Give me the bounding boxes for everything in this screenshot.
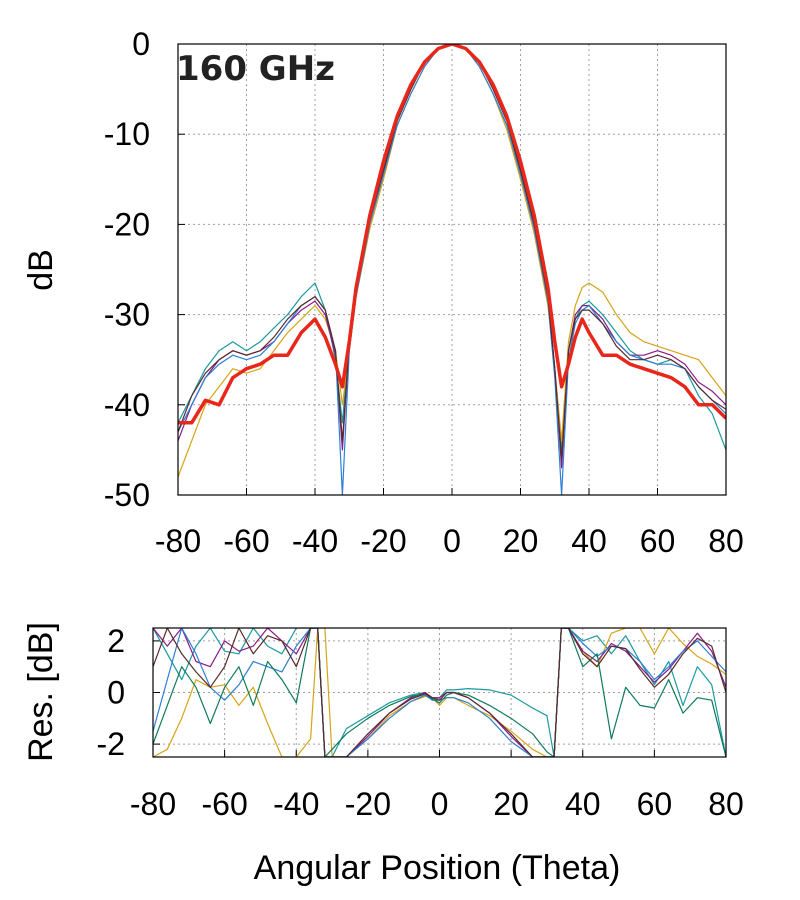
main-pattern-chart: -80 -60 -40 -20 0 20 40 60 80 0 -10 -20 -30 -40 -50 1… <box>22 26 744 559</box>
bottom-grid <box>152 628 727 757</box>
bottom-y-tick-labels: 2 0 -2 <box>97 623 125 762</box>
bottom-series-group <box>153 628 726 757</box>
x-axis-label: Angular Position (Theta) <box>254 849 621 887</box>
residual-chart: -80 -60 -40 -20 0 20 40 60 80 20-2 Res. [dB] Ang… <box>22 622 744 887</box>
top-x-tick-label: 60 <box>640 523 676 559</box>
top-y-tick-label: -50 <box>104 477 150 513</box>
frequency-annotation: 160 GHz <box>176 49 335 89</box>
top-y-tick-labels: 0 -10 -20 -30 -40 -50 <box>104 26 150 513</box>
bot-series-line-4 <box>153 628 726 757</box>
top-x-tick-label: -40 <box>292 523 338 559</box>
bot-x-tick-label: 60 <box>637 786 673 822</box>
top-x-tick-label: 80 <box>708 523 744 559</box>
top-y-tick-label: -10 <box>104 116 150 152</box>
top-x-tick-label: 40 <box>571 523 607 559</box>
bot-y-tick-label: 0 <box>107 675 125 711</box>
bot-x-tick-label: -60 <box>202 786 248 822</box>
bottom-plot-frame <box>152 627 727 758</box>
bottom-y-axis-label: Res. [dB] <box>22 622 60 762</box>
bot-y-tick-label: -2 <box>97 726 125 762</box>
top-y-axis-label: dB <box>22 249 60 291</box>
top-x-tick-label: -80 <box>155 523 201 559</box>
top-series-line-0 <box>178 44 726 425</box>
top-x-tick-label: 20 <box>503 523 539 559</box>
bottom-x-tick-labels: -80 -60 -40 -20 0 20 40 60 80 <box>130 786 744 822</box>
bot-series-line-5 <box>153 628 726 757</box>
bot-x-tick-label: 40 <box>565 786 601 822</box>
top-y-tick-label: -30 <box>104 297 150 333</box>
bot-x-tick-label: -40 <box>273 786 319 822</box>
bot-x-tick-label: -80 <box>130 786 176 822</box>
bot-series-line-1 <box>153 628 726 757</box>
bot-x-tick-label: 80 <box>708 786 744 822</box>
bot-x-tick-label: 20 <box>493 786 529 822</box>
top-x-tick-labels: -80 -60 -40 -20 0 20 40 60 80 <box>155 523 744 559</box>
bot-y-tick-label: 2 <box>107 623 125 659</box>
top-y-tick-label: 0 <box>132 26 150 62</box>
top-plot-frame <box>177 43 727 496</box>
top-series-group <box>178 44 726 495</box>
top-x-tick-label: -60 <box>223 523 269 559</box>
top-x-tick-label: 0 <box>443 523 461 559</box>
top-y-tick-label: -40 <box>104 387 150 423</box>
bot-x-tick-label: 0 <box>431 786 449 822</box>
bot-x-tick-label: -20 <box>345 786 391 822</box>
top-grid <box>177 43 727 496</box>
top-series-line-5 <box>178 44 726 460</box>
bot-series-line-2 <box>153 628 726 757</box>
top-x-tick-label: -20 <box>360 523 406 559</box>
top-y-tick-label: -20 <box>104 206 150 242</box>
